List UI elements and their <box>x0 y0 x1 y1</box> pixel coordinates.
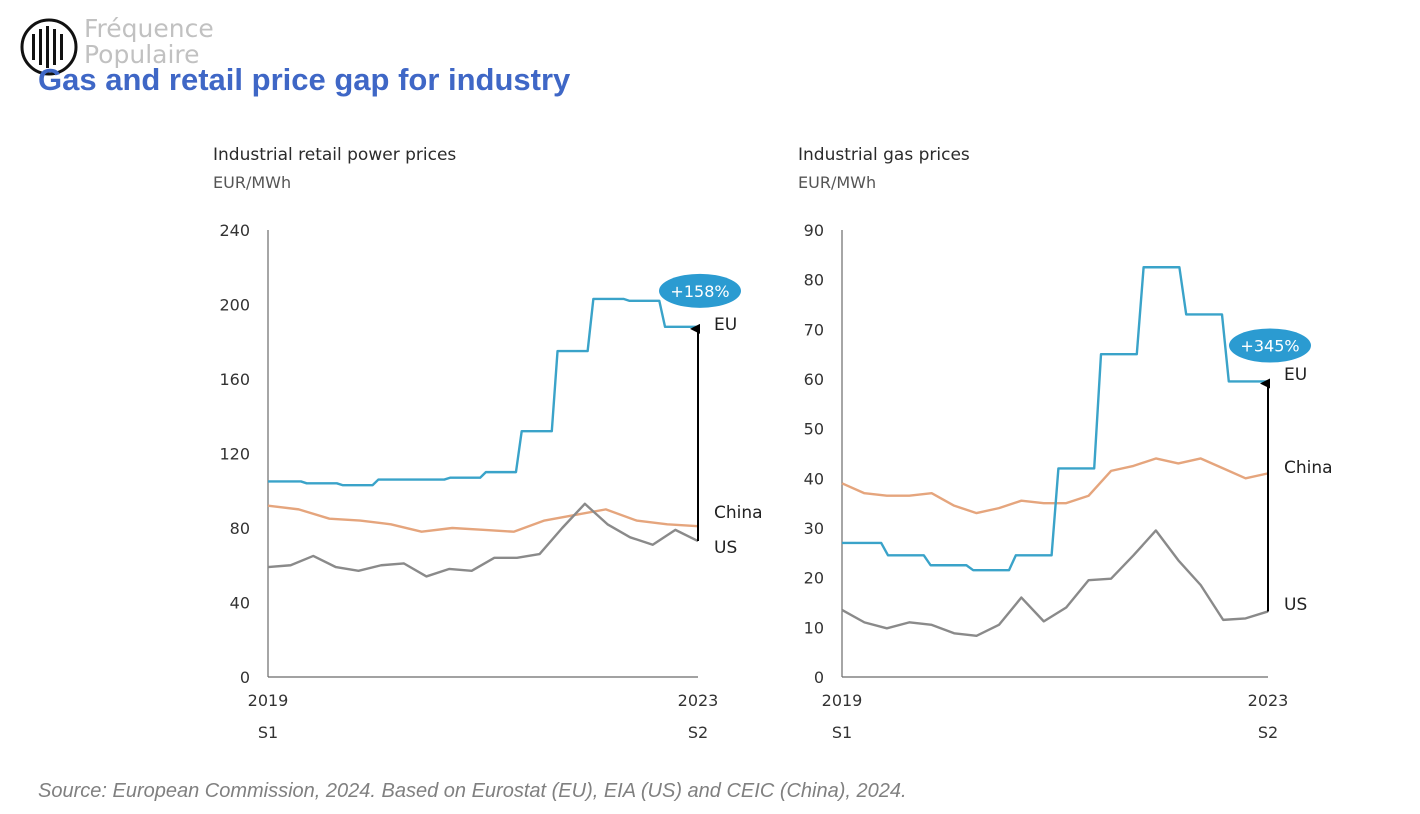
source-note: Source: European Commission, 2024. Based… <box>38 780 907 802</box>
chart2-x-start-semester: S1 <box>832 723 852 742</box>
chart2-y-tick-50: 50 <box>804 420 824 439</box>
watermark-line-1: Fréquence <box>84 14 214 43</box>
chart2-series-label-china: China <box>1284 458 1333 478</box>
watermark-line-2: Populaire <box>84 40 200 69</box>
chart1-series-us-line <box>267 502 699 578</box>
chart2-y-tick-90: 90 <box>804 221 824 240</box>
chart1-x-start-year: 2019 <box>248 691 289 710</box>
chart1-x-end-year: 2023 <box>678 691 719 710</box>
chart1-x-end-semester: S2 <box>688 723 708 742</box>
watermark: Fréquence Populaire <box>84 16 214 68</box>
chart2-series-label-us: US <box>1284 595 1307 615</box>
chart1-y-tick-160: 160 <box>219 370 250 389</box>
chart1-y-tick-0: 0 <box>240 668 250 687</box>
chart2-unit-label: EUR/MWh <box>798 173 876 192</box>
chart2-x-end-year: 2023 <box>1248 691 1289 710</box>
chart2-gap-badge <box>1229 328 1311 363</box>
frequence-populaire-logo-icon <box>20 18 78 76</box>
chart1-unit-label: EUR/MWh <box>213 173 291 192</box>
chart1-gap-badge-text: +158% <box>670 282 729 301</box>
chart1-series-china-line <box>267 504 699 533</box>
chart2-series-us-line <box>841 529 1269 637</box>
chart1-y-tick-200: 200 <box>219 296 250 315</box>
chart2-x-end-semester: S2 <box>1258 723 1278 742</box>
chart1-gap-badge <box>659 273 741 308</box>
chart1-series-label-us: US <box>714 538 737 558</box>
chart2-y-tick-0: 0 <box>814 668 824 687</box>
chart2-title: Industrial gas prices <box>798 145 970 165</box>
chart2-y-tick-40: 40 <box>804 469 824 488</box>
chart2-y-tick-10: 10 <box>804 618 824 637</box>
chart2-y-tick-30: 30 <box>804 519 824 538</box>
chart1-y-tick-120: 120 <box>219 445 250 464</box>
chart1-y-tick-40: 40 <box>230 594 250 613</box>
chart2-y-tick-20: 20 <box>804 569 824 588</box>
chart1-series-label-eu: EU <box>714 315 737 335</box>
chart2-y-tick-70: 70 <box>804 320 824 339</box>
chart2-series-eu-line <box>842 266 1268 572</box>
chart1-y-tick-80: 80 <box>230 519 250 538</box>
chart2-series-label-eu: EU <box>1284 365 1307 385</box>
chart2-x-start-year: 2019 <box>822 691 863 710</box>
chart1-series-eu-line <box>268 297 698 487</box>
chart1-x-start-semester: S1 <box>258 723 278 742</box>
chart2-y-tick-80: 80 <box>804 271 824 290</box>
chart2-gap-badge-text: +345% <box>1240 336 1299 355</box>
slide-title: Gas and retail price gap for industry <box>38 62 571 97</box>
chart1-y-tick-240: 240 <box>219 221 250 240</box>
chart1-title: Industrial retail power prices <box>213 145 456 165</box>
chart2-y-tick-60: 60 <box>804 370 824 389</box>
chart1-series-label-china: China <box>714 503 763 523</box>
